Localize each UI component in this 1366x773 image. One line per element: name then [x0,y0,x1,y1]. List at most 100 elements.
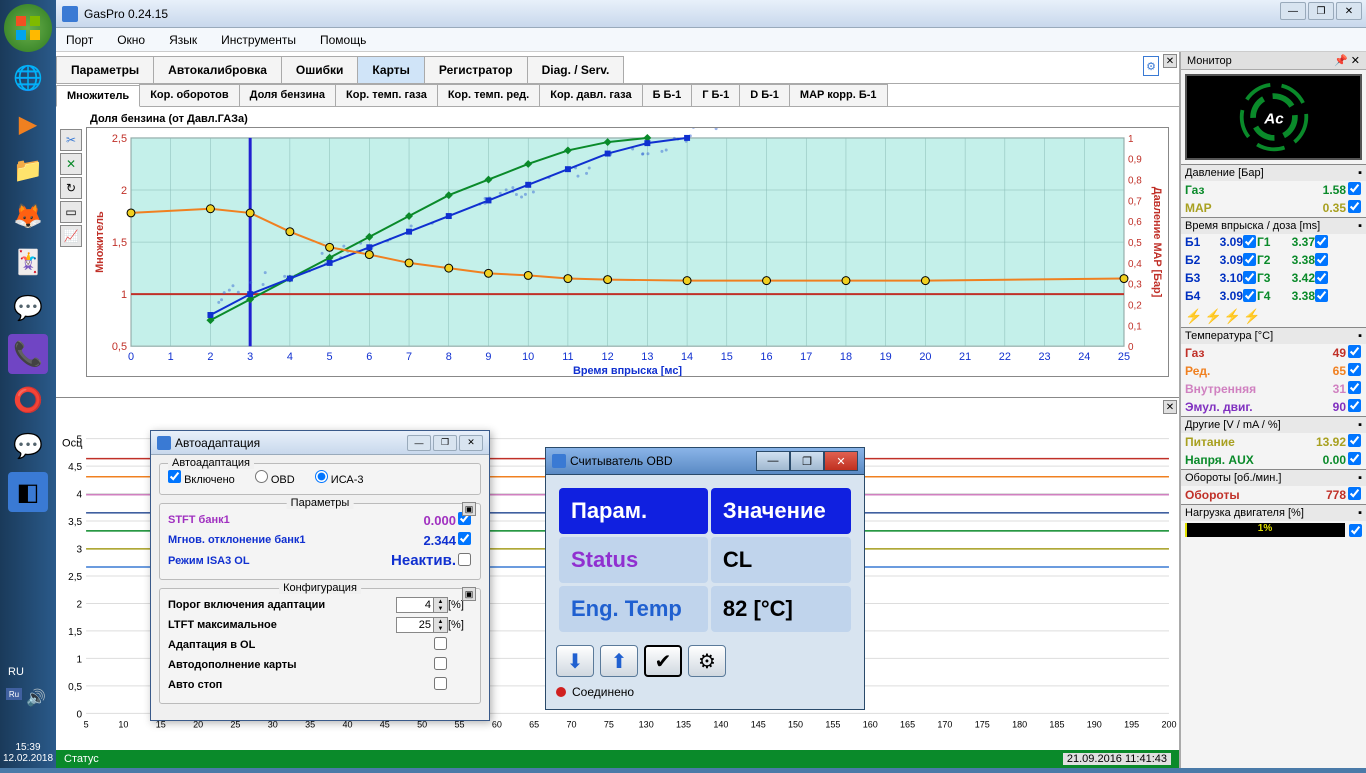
svg-text:155: 155 [825,719,840,729]
obd-close[interactable]: ✕ [824,451,858,471]
wmp-icon[interactable]: ▶ [8,104,48,144]
subtab-2[interactable]: Доля бензина [239,84,336,106]
explorer-icon[interactable]: 📁 [8,150,48,190]
tab-registr[interactable]: Регистратор [424,56,528,83]
collapse-icon[interactable]: ▪ [1358,330,1362,342]
menu-port[interactable]: Порт [66,33,93,47]
radio-obd[interactable]: OBD [255,470,295,486]
menu-lang[interactable]: Язык [169,33,197,47]
minimize-button[interactable]: — [1280,2,1306,20]
row-checkbox[interactable] [1348,434,1361,447]
collapse-icon[interactable]: ▪ [1358,472,1362,484]
tool-x-icon[interactable]: ✕ [60,153,82,175]
taskbar-clock[interactable]: 15:39 12.02.2018 [0,742,56,764]
menu-window[interactable]: Окно [117,33,145,47]
tool-rect-icon[interactable]: ▭ [60,201,82,223]
up-arrow-button[interactable]: ⬆ [600,645,638,677]
dlg-close[interactable]: ✕ [459,435,483,451]
row-checkbox[interactable] [1348,363,1361,376]
stepper[interactable]: ▲▼ [396,617,448,633]
row-checkbox[interactable] [1348,200,1361,213]
subtab-6[interactable]: Б Б-1 [642,84,693,106]
menu-tools[interactable]: Инструменты [221,33,296,47]
tab-maps[interactable]: Карты [357,56,424,83]
cards-icon[interactable]: 🃏 [8,242,48,282]
maximize-button[interactable]: ❐ [1308,2,1334,20]
whatsapp-icon[interactable]: 💬 [8,288,48,328]
param-checkbox[interactable] [458,553,471,566]
inj-checkbox[interactable] [1315,235,1328,248]
lang-indicator[interactable]: RU [8,666,24,678]
dlg-maximize[interactable]: ❐ [433,435,457,451]
viber-icon[interactable]: 📞 [8,334,48,374]
autoadapt-titlebar[interactable]: Автоадаптация — ❐ ✕ [151,431,489,455]
subtab-9[interactable]: MAP корр. Б-1 [789,84,888,106]
svg-text:0,9: 0,9 [1128,155,1142,166]
tab-errors[interactable]: Ошибки [281,56,359,83]
monitor-header: Монитор 📌 ✕ [1181,52,1366,70]
collapse-icon[interactable]: ▪ [1358,220,1362,232]
inj-checkbox[interactable] [1243,289,1256,302]
inj-checkbox[interactable] [1315,253,1328,266]
rpm-label: Обороты [1185,488,1298,502]
opera-icon[interactable]: ⭕ [8,380,48,420]
stepper[interactable]: ▲▼ [396,597,448,613]
subtab-0[interactable]: Множитель [56,85,140,107]
svg-text:1: 1 [76,654,82,665]
pin-icon[interactable]: 📌 ✕ [1334,54,1360,67]
inj-checkbox[interactable] [1243,271,1256,284]
collapse-icon[interactable]: ▪ [1358,419,1362,431]
gear-button[interactable]: ⚙ [688,645,726,677]
row-checkbox[interactable] [1348,452,1361,465]
start-button[interactable] [4,4,52,52]
tool-scissors-icon[interactable]: ✂ [60,129,82,151]
row-checkbox[interactable] [1348,182,1361,195]
radio-isa[interactable]: ИСА-3 [315,470,364,486]
subtab-7[interactable]: Г Б-1 [691,84,740,106]
config-checkbox[interactable] [434,657,447,670]
load-checkbox[interactable] [1349,524,1362,537]
config-checkbox[interactable] [434,637,447,650]
inj-checkbox[interactable] [1243,235,1256,248]
tab-autocal[interactable]: Автокалибровка [153,56,282,83]
collapse-icon[interactable]: ▣ [462,502,476,516]
down-arrow-button[interactable]: ⬇ [556,645,594,677]
obd-minimize[interactable]: — [756,451,790,471]
oscill-close-icon[interactable]: ✕ [1163,400,1177,414]
collapse-icon[interactable]: ▪ [1358,507,1362,519]
tool-refresh-icon[interactable]: ↻ [60,177,82,199]
main-chart[interactable]: 0123456789101112131415161718192021222324… [86,127,1169,377]
settings-icon[interactable]: ⚙ [1143,56,1159,76]
subtab-1[interactable]: Кор. оборотов [139,84,239,106]
tab-diag[interactable]: Diag. / Serv. [527,56,625,83]
obd-titlebar[interactable]: Считыватель OBD — ❐ ✕ [545,447,865,475]
whatsapp2-icon[interactable]: 💬 [8,426,48,466]
enable-checkbox[interactable]: Включено [168,470,235,486]
close-button[interactable]: ✕ [1336,2,1362,20]
tab-params[interactable]: Параметры [56,56,154,83]
inj-checkbox[interactable] [1315,289,1328,302]
ie-icon[interactable]: 🌐 [8,58,48,98]
gaspro-task-icon[interactable]: ◧ [8,472,48,512]
panel-close-icon[interactable]: ✕ [1163,54,1177,68]
collapse-icon[interactable]: ▣ [462,587,476,601]
config-checkbox[interactable] [434,677,447,690]
subtab-3[interactable]: Кор. темп. газа [335,84,438,106]
tool-chart-icon[interactable]: 📈 [60,225,82,247]
obd-maximize[interactable]: ❐ [790,451,824,471]
row-checkbox[interactable] [1348,381,1361,394]
subtab-8[interactable]: D Б-1 [739,84,790,106]
check-button[interactable]: ✔ [644,645,682,677]
firefox-icon[interactable]: 🦊 [8,196,48,236]
row-checkbox[interactable] [1348,399,1361,412]
dlg-minimize[interactable]: — [407,435,431,451]
rpm-checkbox[interactable] [1348,487,1361,500]
menu-help[interactable]: Помощь [320,33,366,47]
inj-checkbox[interactable] [1243,253,1256,266]
param-checkbox[interactable] [458,532,471,545]
row-checkbox[interactable] [1348,345,1361,358]
inj-checkbox[interactable] [1315,271,1328,284]
subtab-5[interactable]: Кор. давл. газа [539,84,642,106]
subtab-4[interactable]: Кор. темп. ред. [437,84,540,106]
collapse-icon[interactable]: ▪ [1358,167,1362,179]
